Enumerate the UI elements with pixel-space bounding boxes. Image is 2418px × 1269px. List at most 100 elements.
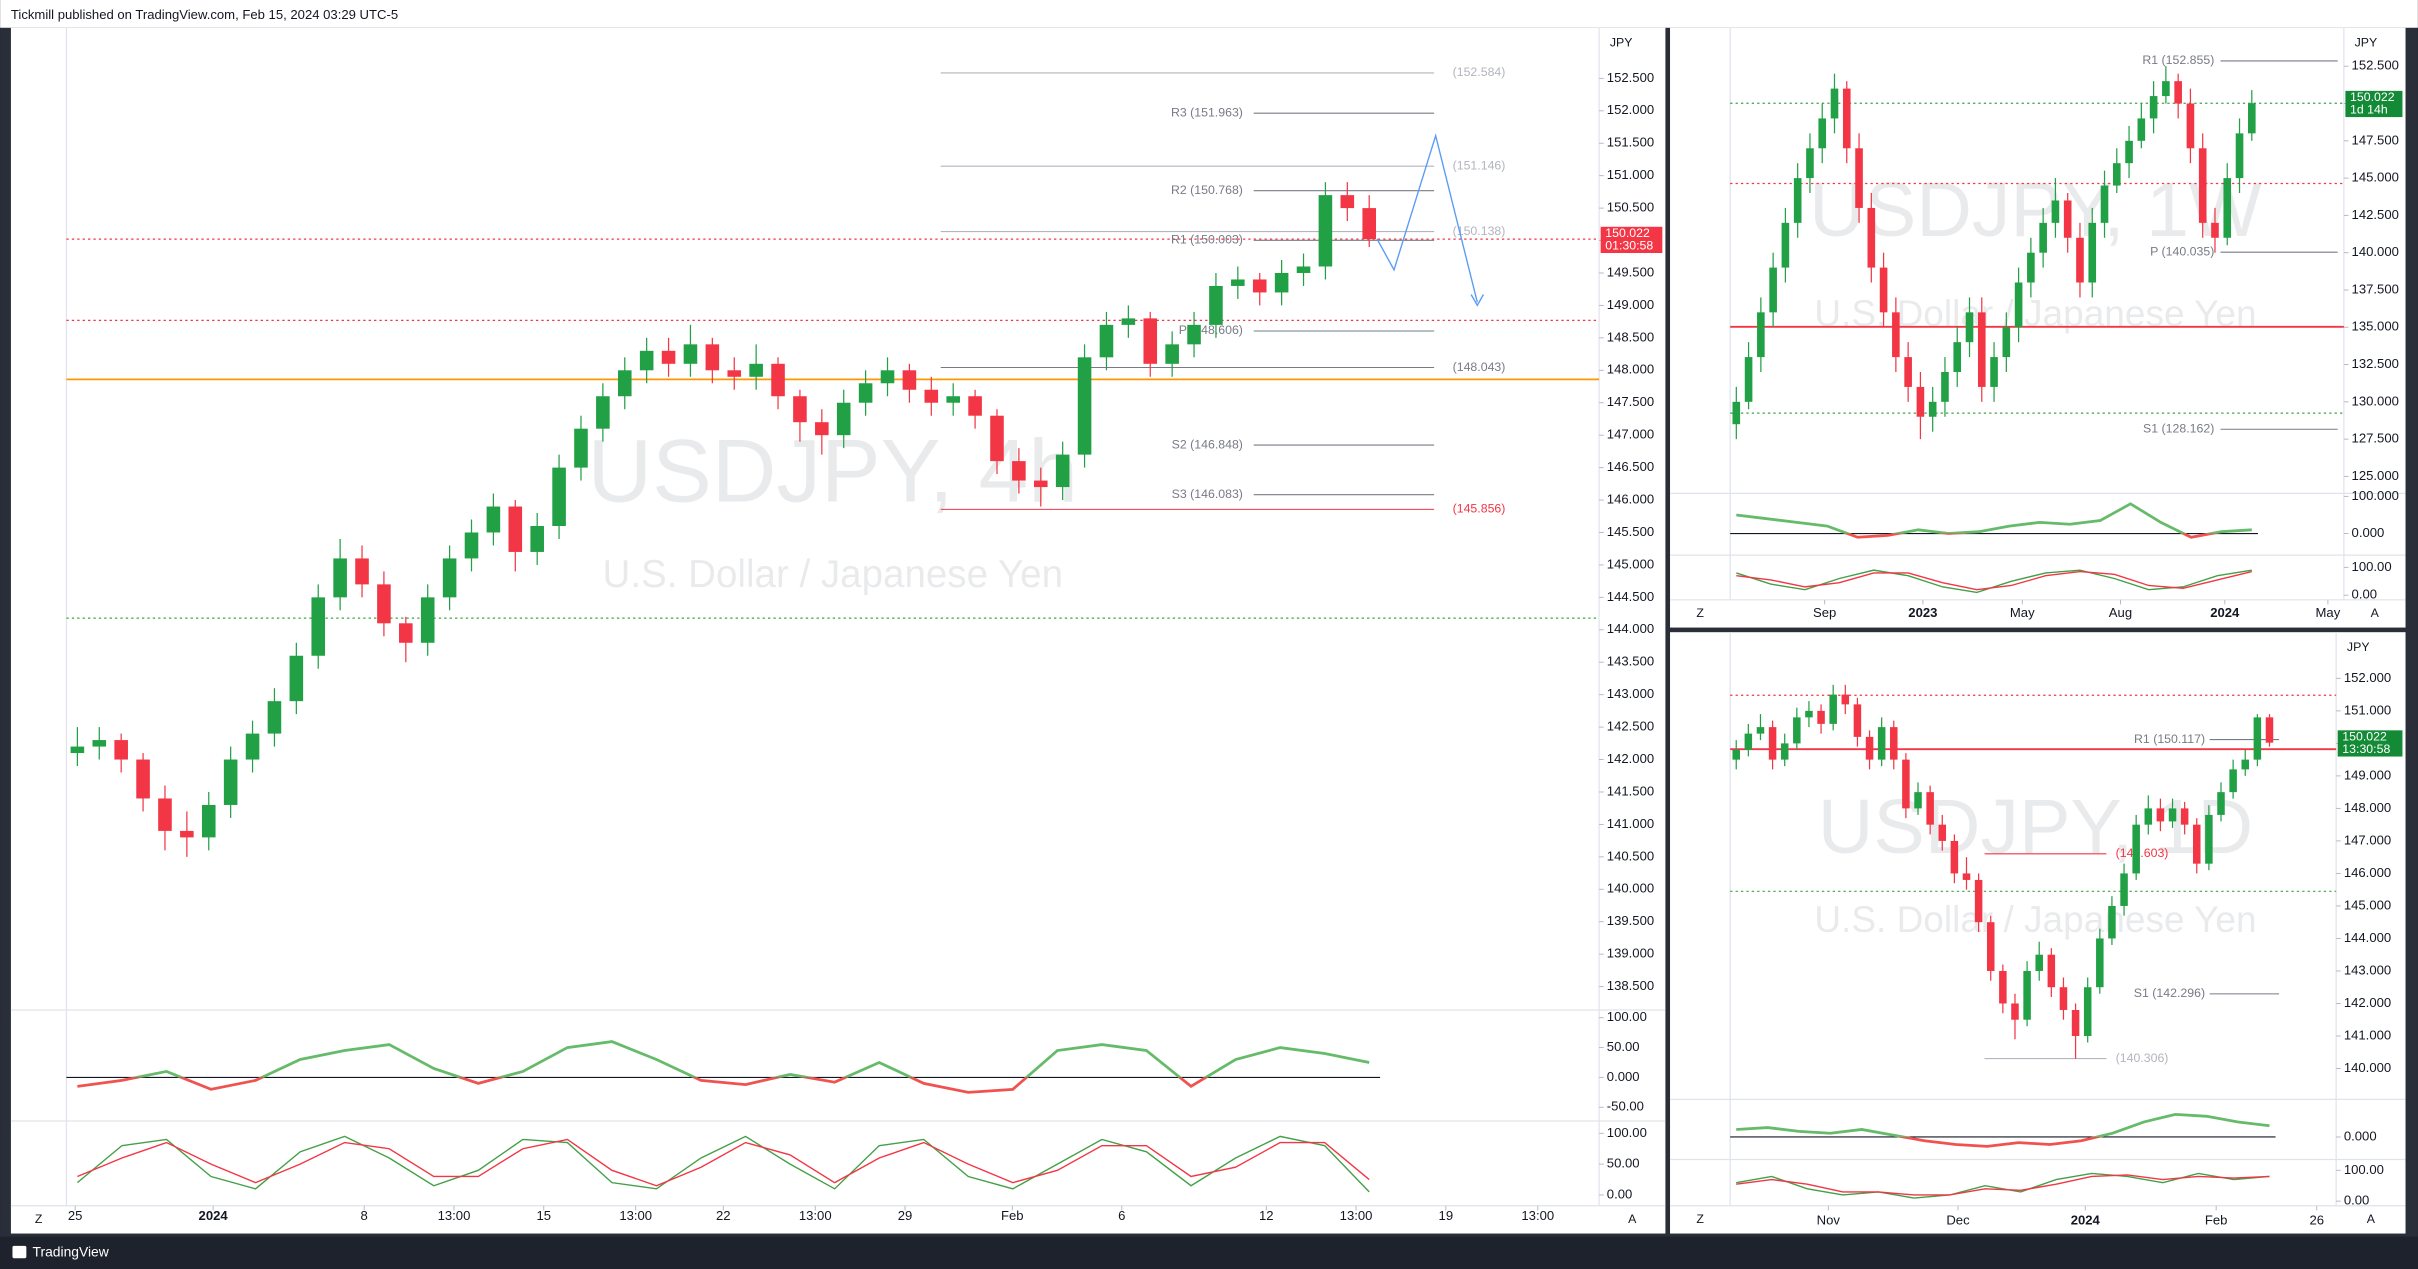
last-price-label: 150.022 <box>1605 226 1650 240</box>
y-tick-label: 139.000 <box>1607 946 1654 961</box>
button[interactable]: Z <box>1696 606 1704 620</box>
candle-body <box>836 402 851 436</box>
candle-body <box>2241 759 2250 770</box>
y-tick-label: 147.500 <box>1607 394 1654 409</box>
x-tick-label: 6 <box>1118 1208 1125 1223</box>
footer-bar <box>0 1236 2418 1269</box>
y-tick-label: 140.000 <box>2352 244 2399 259</box>
y-tick-label: 152.000 <box>2344 670 2391 685</box>
y-tick-label: 142.500 <box>1607 719 1654 734</box>
candle-body <box>2253 717 2262 760</box>
watermark-symbol: USDJPY, 1W <box>1809 167 2262 253</box>
indicator-tick-label: 50.00 <box>1607 1156 1640 1171</box>
candle-body <box>1806 148 1814 179</box>
indicator-tick-label: 0.000 <box>1607 1069 1640 1084</box>
y-tick-label: 148.000 <box>1607 362 1654 377</box>
last-price-tag <box>1600 226 1663 253</box>
y-tick-label: 142.500 <box>2352 207 2399 222</box>
last-price-tag <box>2337 730 2403 757</box>
indicator-tick-label: 0.000 <box>2352 525 2385 540</box>
candle-body <box>2035 954 2043 971</box>
button[interactable]: Z <box>35 1212 43 1226</box>
charts: USDJPY, 4h U.S. Dollar / Japanese Yen JPY Z… <box>10 27 2406 1228</box>
y-tick-label: 144.000 <box>2344 930 2391 945</box>
candle-body <box>1209 285 1223 325</box>
candle-body <box>2100 185 2109 223</box>
level-label: (140.306) <box>2116 1051 2169 1065</box>
y-tick-label: 151.500 <box>1607 135 1654 150</box>
candle-body <box>990 415 1004 462</box>
y-tick-label: 149.000 <box>1607 297 1654 312</box>
button[interactable]: A <box>2371 606 2380 620</box>
x-tick-label: 13:00 <box>619 1208 652 1223</box>
candle-body <box>1867 207 1876 268</box>
candle-body <box>2235 133 2244 179</box>
candle-body <box>749 363 763 377</box>
chart-panel: USDJPY, 1WU.S. Dollar / Japanese YenJPYZ… <box>1670 27 2406 620</box>
candle-body <box>2059 987 2068 1010</box>
x-tick-label: 13:00 <box>438 1208 471 1223</box>
candle-body <box>1793 717 1801 744</box>
candle-body <box>2186 103 2195 149</box>
candle-body <box>1938 824 1947 841</box>
candle-body <box>2137 118 2146 141</box>
candle-body <box>2011 1003 2019 1020</box>
indicator-tick-label: 100.00 <box>1607 1125 1647 1140</box>
candle-body <box>2265 717 2274 743</box>
candle-body <box>2174 81 2182 104</box>
button[interactable]: A <box>2367 1212 2376 1226</box>
y-tick-label: 140.000 <box>2344 1060 2391 1075</box>
y-tick-label: 125.000 <box>2352 468 2399 483</box>
candle-body <box>1999 970 2007 1004</box>
candle-body <box>924 389 939 403</box>
candle-body <box>2217 792 2225 815</box>
watermark-description: U.S. Dollar / Japanese Yen <box>1814 899 2256 940</box>
candle-body <box>1902 759 1910 809</box>
candle-body <box>2047 954 2056 988</box>
candle-body <box>2198 148 2207 223</box>
candle-body <box>1756 727 1765 734</box>
candle-body <box>1892 312 1900 358</box>
candle-body <box>1928 401 1937 417</box>
candle-body <box>442 558 457 598</box>
candle-body <box>92 740 107 747</box>
y-tick-label: 132.500 <box>2352 356 2399 371</box>
y-tick-label: 141.500 <box>1607 783 1654 798</box>
candle-body <box>1252 279 1267 293</box>
candle-body <box>1340 195 1355 209</box>
y-tick-label: 138.500 <box>1607 978 1654 993</box>
candle-body <box>2096 938 2104 988</box>
candle-body <box>2120 873 2128 906</box>
y-tick-label: 147.000 <box>2344 832 2391 847</box>
x-tick-label: 13:00 <box>799 1208 832 1223</box>
y-tick-label: 130.000 <box>2352 393 2399 408</box>
level-label: S1 (128.162) <box>2143 421 2214 435</box>
x-tick-label: 13:00 <box>1521 1208 1554 1223</box>
candle-body <box>2076 237 2084 283</box>
candle-body <box>158 798 172 831</box>
y-tick-label: 149.500 <box>1607 264 1654 279</box>
candle-body <box>399 623 413 643</box>
candle-body <box>1865 736 1874 760</box>
candle-body <box>968 396 982 416</box>
projection-drawing <box>1376 133 1485 307</box>
y-tick-label: 149.000 <box>2344 767 2391 782</box>
candle-body <box>815 422 829 436</box>
candle-body <box>574 428 588 468</box>
y-tick-label: 140.500 <box>1607 848 1654 863</box>
x-tick-label: Nov <box>1817 1213 1841 1228</box>
watermark-description: U.S. Dollar / Japanese Yen <box>603 553 1064 596</box>
level-label: R2 (150.768) <box>1171 183 1243 197</box>
y-tick-label: 147.500 <box>2352 132 2399 147</box>
y-tick-label: 140.000 <box>1607 881 1654 896</box>
candle-body <box>2083 987 2092 1036</box>
indicator-tick-label: 0.00 <box>2344 1193 2369 1208</box>
candle-body <box>486 506 501 533</box>
candle-body <box>1012 461 1026 481</box>
x-tick-label: 2024 <box>199 1208 229 1223</box>
button[interactable]: A <box>1628 1212 1637 1226</box>
level-label: (146.603) <box>2116 846 2169 860</box>
x-tick-label: 12 <box>1259 1208 1274 1223</box>
y-tick-label: 144.000 <box>1607 621 1654 636</box>
button[interactable]: Z <box>1696 1212 1704 1226</box>
